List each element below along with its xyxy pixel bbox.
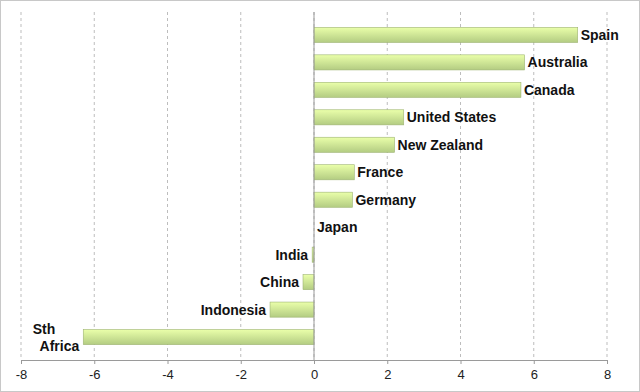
category-label: Spain (581, 27, 619, 43)
x-tick-label: -8 (16, 367, 28, 382)
bar (314, 55, 525, 70)
x-tick: 4 (457, 360, 464, 382)
category-label: Australia (528, 54, 588, 70)
x-tick-label: 6 (531, 367, 538, 382)
x-tick-label: 4 (457, 367, 464, 382)
x-tick-mark (387, 360, 388, 364)
grid-line (314, 12, 315, 360)
x-tick-mark (241, 360, 242, 364)
category-label: Canada (524, 82, 575, 98)
x-tick-label: -6 (89, 367, 101, 382)
x-axis-line (22, 361, 608, 365)
category-label: United States (407, 109, 497, 125)
x-tick-label: 2 (384, 367, 391, 382)
x-tick-label: -2 (235, 367, 247, 382)
x-tick: -4 (162, 360, 174, 382)
category-label: Indonesia (201, 302, 267, 318)
x-tick: -2 (235, 360, 247, 382)
grid-line (94, 12, 95, 360)
x-tick: 2 (384, 360, 391, 382)
x-axis: -8 -6 -4 -2 0 2 4 6 8 (16, 360, 611, 382)
x-tick-label: 0 (311, 367, 318, 382)
x-tick-mark (21, 360, 22, 364)
category-label: France (357, 164, 403, 180)
category-label: China (260, 274, 299, 290)
chart: -8 -6 -4 -2 0 2 4 6 8 Spain Australia Canada United … (0, 0, 640, 392)
x-tick-mark (461, 360, 462, 364)
category-labels: Spain Australia Canada United States New Zea… (33, 27, 619, 354)
x-tick-mark (607, 360, 608, 364)
x-tick-label: -4 (162, 367, 174, 382)
grid-line (21, 12, 22, 360)
category-label: India (275, 247, 308, 263)
bar (314, 137, 395, 152)
x-tick-mark (168, 360, 169, 364)
bars (83, 27, 577, 344)
x-tick-mark (534, 360, 535, 364)
bar (314, 82, 521, 97)
x-tick-label: 8 (604, 367, 611, 382)
x-tick: 0 (311, 360, 318, 382)
x-tick: -8 (16, 360, 28, 382)
bar (314, 192, 352, 207)
x-tick: 6 (531, 360, 538, 382)
category-label: SthAfrica (33, 321, 80, 354)
zero-line (314, 12, 315, 360)
bar (314, 27, 578, 42)
category-label: Japan (317, 219, 357, 235)
bar (270, 302, 314, 317)
bar (314, 165, 354, 180)
category-label: Germany (355, 192, 416, 208)
grid-line (607, 12, 608, 360)
category-label: New Zealand (398, 137, 484, 153)
bar (303, 275, 314, 290)
x-tick-mark (314, 360, 315, 364)
chart-frame (1, 1, 640, 392)
grid (21, 12, 607, 360)
x-tick: 8 (604, 360, 611, 382)
x-tick: -6 (89, 360, 101, 382)
x-tick-mark (94, 360, 95, 364)
bar (314, 110, 404, 125)
grid-line (167, 12, 168, 360)
bar (83, 330, 314, 345)
